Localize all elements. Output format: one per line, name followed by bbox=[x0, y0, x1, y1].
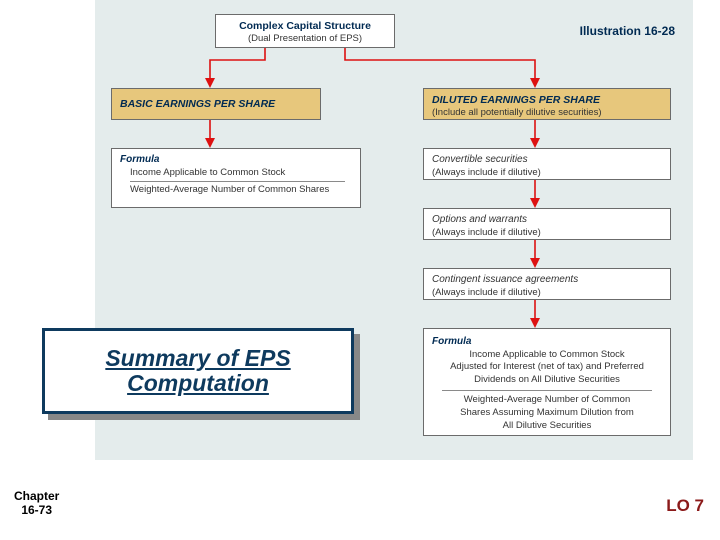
right-header-sub: (Include all potentially dilutive securi… bbox=[432, 107, 662, 120]
right-formula-num-2: Adjusted for Interest (net of tax) and P… bbox=[432, 361, 662, 374]
left-header-title: BASIC EARNINGS PER SHARE bbox=[120, 97, 312, 111]
illustration-number: Illustration 16-28 bbox=[580, 24, 675, 38]
right-formula-box: Formula Income Applicable to Common Stoc… bbox=[423, 328, 671, 436]
right-formula-den-2: Shares Assuming Maximum Dilution from bbox=[432, 407, 662, 420]
lo-label: LO 7 bbox=[666, 496, 704, 516]
right-item-2: Contingent issuance agreements (Always i… bbox=[423, 268, 671, 300]
root-title: Complex Capital Structure bbox=[224, 19, 386, 33]
right-item-2-note: (Always include if dilutive) bbox=[432, 287, 662, 300]
right-header-title: DILUTED EARNINGS PER SHARE bbox=[432, 93, 662, 107]
right-item-0-title: Convertible securities bbox=[432, 153, 662, 167]
root-subtitle: (Dual Presentation of EPS) bbox=[224, 33, 386, 46]
right-formula-num-1: Income Applicable to Common Stock bbox=[432, 349, 662, 362]
summary-title: Summary of EPS Computation bbox=[45, 346, 351, 397]
right-item-1-title: Options and warrants bbox=[432, 213, 662, 227]
left-formula-numerator: Income Applicable to Common Stock bbox=[120, 167, 352, 180]
left-formula-denominator: Weighted-Average Number of Common Shares bbox=[120, 184, 352, 197]
right-item-2-title: Contingent issuance agreements bbox=[432, 273, 662, 287]
right-formula-den-1: Weighted-Average Number of Common bbox=[432, 394, 662, 407]
summary-callout-face: Summary of EPS Computation bbox=[42, 328, 354, 414]
right-formula-label: Formula bbox=[432, 335, 662, 349]
right-formula-den-3: All Dilutive Securities bbox=[432, 420, 662, 433]
summary-callout: Summary of EPS Computation bbox=[42, 328, 354, 414]
chapter-label: Chapter 16-73 bbox=[14, 490, 59, 518]
right-header-box: DILUTED EARNINGS PER SHARE (Include all … bbox=[423, 88, 671, 120]
right-item-0-note: (Always include if dilutive) bbox=[432, 167, 662, 180]
left-header-box: BASIC EARNINGS PER SHARE bbox=[111, 88, 321, 120]
left-formula-box: Formula Income Applicable to Common Stoc… bbox=[111, 148, 361, 208]
right-item-0: Convertible securities (Always include i… bbox=[423, 148, 671, 180]
root-box: Complex Capital Structure (Dual Presenta… bbox=[215, 14, 395, 48]
left-formula-label: Formula bbox=[120, 153, 352, 167]
right-formula-num-3: Dividends on All Dilutive Securities bbox=[432, 374, 662, 387]
right-item-1-note: (Always include if dilutive) bbox=[432, 227, 662, 240]
right-item-1: Options and warrants (Always include if … bbox=[423, 208, 671, 240]
